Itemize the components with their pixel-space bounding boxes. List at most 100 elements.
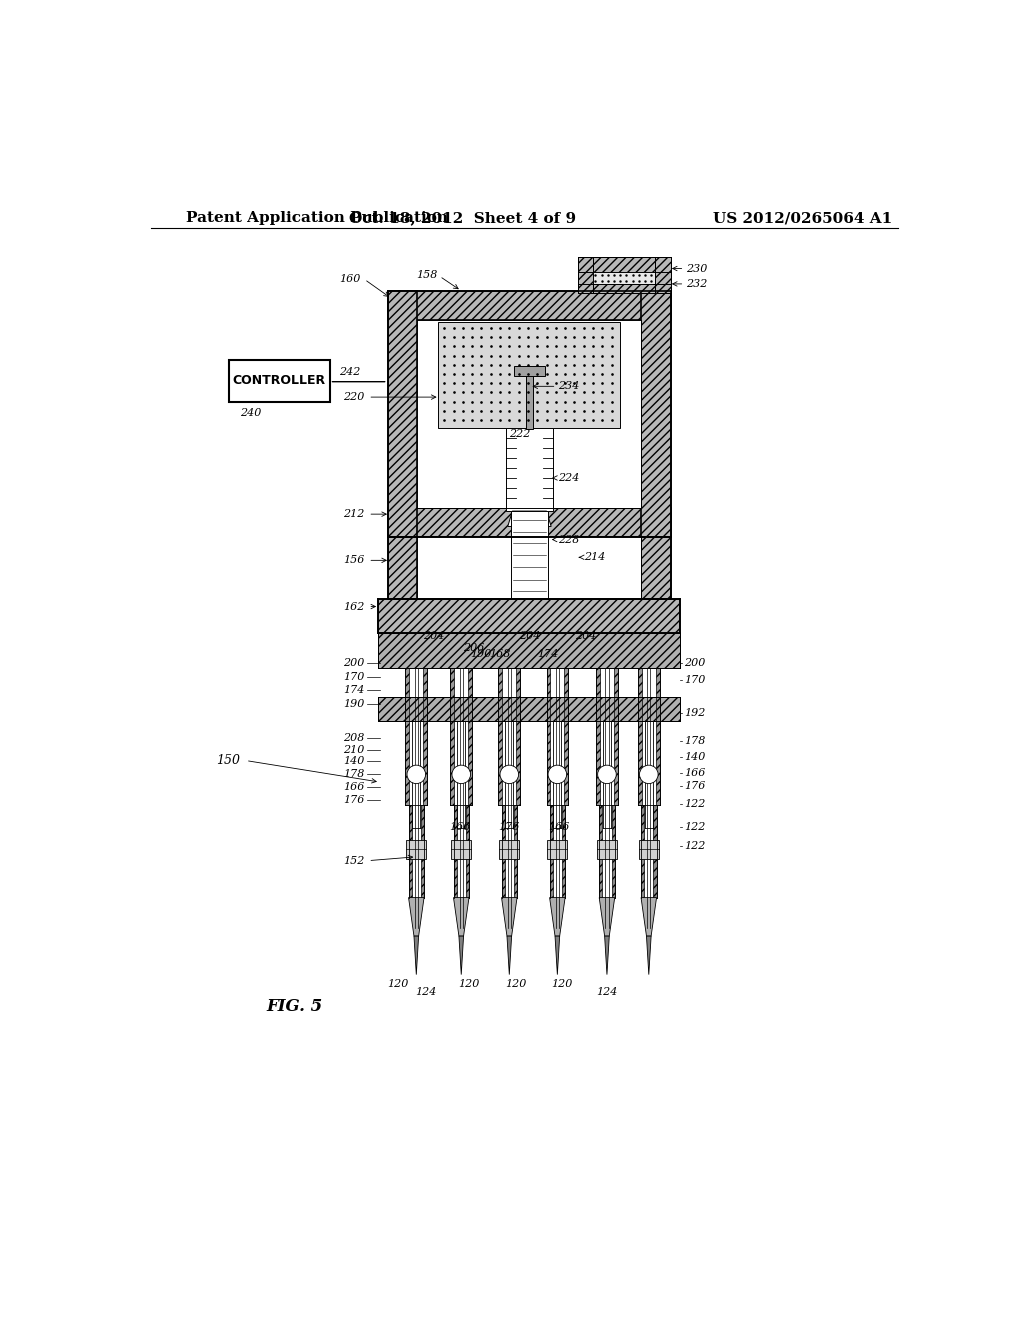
Text: 124: 124 xyxy=(415,986,436,997)
Polygon shape xyxy=(547,840,567,859)
Polygon shape xyxy=(655,668,659,805)
Text: 234: 234 xyxy=(558,381,580,391)
Text: 166: 166 xyxy=(343,783,365,792)
Polygon shape xyxy=(639,840,658,859)
Polygon shape xyxy=(596,668,600,805)
Text: 228: 228 xyxy=(558,535,580,545)
Polygon shape xyxy=(562,805,565,898)
Text: 190: 190 xyxy=(343,698,365,709)
Text: 178: 178 xyxy=(343,770,365,779)
Text: 120: 120 xyxy=(505,979,526,989)
Text: 214: 214 xyxy=(584,552,605,562)
Polygon shape xyxy=(550,898,565,936)
Text: 204: 204 xyxy=(424,631,444,640)
Text: 190: 190 xyxy=(471,649,493,659)
Text: Oct. 18, 2012  Sheet 4 of 9: Oct. 18, 2012 Sheet 4 of 9 xyxy=(349,211,577,226)
Polygon shape xyxy=(388,537,417,599)
Text: 176: 176 xyxy=(499,822,520,832)
Polygon shape xyxy=(407,840,426,859)
Polygon shape xyxy=(516,668,520,805)
Polygon shape xyxy=(599,898,614,936)
Text: FIG. 5: FIG. 5 xyxy=(266,998,323,1015)
Text: 232: 232 xyxy=(686,279,708,289)
Polygon shape xyxy=(611,805,614,898)
Circle shape xyxy=(598,766,616,784)
Polygon shape xyxy=(578,257,593,293)
Circle shape xyxy=(548,766,566,784)
Text: 140: 140 xyxy=(343,756,365,767)
Polygon shape xyxy=(468,668,472,805)
Polygon shape xyxy=(451,668,455,805)
Polygon shape xyxy=(638,668,642,805)
Text: 242: 242 xyxy=(339,367,360,378)
Polygon shape xyxy=(578,284,671,293)
Text: 120: 120 xyxy=(387,979,409,989)
Polygon shape xyxy=(506,428,553,511)
Text: 176: 176 xyxy=(684,781,706,791)
Polygon shape xyxy=(409,805,412,898)
Polygon shape xyxy=(378,599,680,632)
Polygon shape xyxy=(500,840,519,859)
Polygon shape xyxy=(547,668,550,805)
Text: 170: 170 xyxy=(343,672,365,681)
Text: 240: 240 xyxy=(241,408,262,417)
Polygon shape xyxy=(511,511,548,599)
Polygon shape xyxy=(641,805,644,898)
Text: 168: 168 xyxy=(489,649,511,659)
Text: CONTROLLER: CONTROLLER xyxy=(232,375,326,388)
Polygon shape xyxy=(597,840,617,859)
Text: 152: 152 xyxy=(343,855,365,866)
Polygon shape xyxy=(578,257,671,272)
Polygon shape xyxy=(438,322,621,428)
Polygon shape xyxy=(604,936,609,974)
Polygon shape xyxy=(466,805,469,898)
Text: 192: 192 xyxy=(684,708,706,718)
Text: 158: 158 xyxy=(417,271,438,280)
Polygon shape xyxy=(388,290,417,537)
Text: 166: 166 xyxy=(548,822,569,832)
Polygon shape xyxy=(564,668,568,805)
Polygon shape xyxy=(388,290,671,321)
Polygon shape xyxy=(499,668,503,805)
Polygon shape xyxy=(459,936,464,974)
Polygon shape xyxy=(417,537,641,599)
Text: 120: 120 xyxy=(551,979,572,989)
Polygon shape xyxy=(378,632,680,668)
Text: 222: 222 xyxy=(509,429,530,440)
Polygon shape xyxy=(653,805,656,898)
Text: 174: 174 xyxy=(343,685,365,694)
Polygon shape xyxy=(508,511,551,527)
Polygon shape xyxy=(641,537,671,599)
Circle shape xyxy=(452,766,471,784)
Polygon shape xyxy=(550,805,553,898)
Polygon shape xyxy=(378,697,680,721)
Text: 170: 170 xyxy=(684,676,706,685)
Polygon shape xyxy=(599,805,602,898)
Text: 204: 204 xyxy=(519,631,540,640)
Circle shape xyxy=(640,766,658,784)
Text: 200: 200 xyxy=(684,657,706,668)
Text: 220: 220 xyxy=(343,392,365,403)
Polygon shape xyxy=(454,805,457,898)
Polygon shape xyxy=(593,272,655,284)
Text: 212: 212 xyxy=(343,510,365,519)
Polygon shape xyxy=(423,668,427,805)
Circle shape xyxy=(407,766,426,784)
Text: 208: 208 xyxy=(343,733,365,743)
Text: 166: 166 xyxy=(449,822,470,832)
Polygon shape xyxy=(555,936,560,974)
Polygon shape xyxy=(614,668,617,805)
Text: 150: 150 xyxy=(216,754,241,767)
Polygon shape xyxy=(502,805,505,898)
Polygon shape xyxy=(409,898,424,936)
Polygon shape xyxy=(502,898,517,936)
Text: 200: 200 xyxy=(343,657,365,668)
Polygon shape xyxy=(414,936,419,974)
Text: 160: 160 xyxy=(339,275,360,284)
Circle shape xyxy=(500,766,518,784)
Text: 120: 120 xyxy=(459,979,479,989)
Polygon shape xyxy=(388,508,671,537)
Polygon shape xyxy=(417,321,641,508)
Text: 122: 122 xyxy=(684,822,706,832)
Text: 166: 166 xyxy=(684,768,706,777)
